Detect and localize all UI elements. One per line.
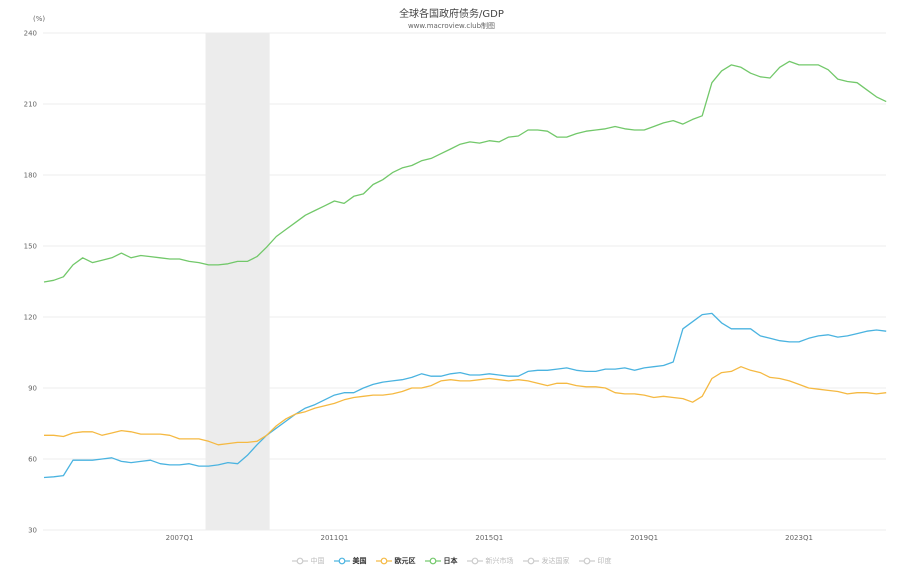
x-tick-label: 2019Q1 <box>630 534 658 542</box>
legend-label: 美国 <box>352 557 367 565</box>
y-tick-label: 60 <box>28 456 37 464</box>
legend-item[interactable]: 新兴市场 <box>466 556 514 566</box>
legend-label: 发达国家 <box>541 557 570 565</box>
legend-marker-icon <box>522 557 539 565</box>
chart-subtitle: www.macroview.club制图 <box>407 22 496 30</box>
x-tick-label: 2015Q1 <box>475 534 503 542</box>
y-tick-label: 150 <box>24 243 37 251</box>
x-tick-label: 2011Q1 <box>321 534 349 542</box>
legend-item[interactable]: 印度 <box>578 556 612 566</box>
legend-marker-icon <box>291 557 308 565</box>
legend-label: 欧元区 <box>394 557 416 565</box>
series-line-美国 <box>43 312 887 479</box>
legend-marker-icon <box>333 557 350 565</box>
legend-marker-icon <box>424 557 441 565</box>
legend-label: 日本 <box>443 557 458 565</box>
series-line-日本 <box>43 60 887 283</box>
legend-marker-icon <box>578 557 595 565</box>
y-tick-label: 90 <box>28 385 37 393</box>
legend-item[interactable]: 美国 <box>333 556 367 566</box>
legend-item[interactable]: 发达国家 <box>522 556 570 566</box>
y-axis-unit: (%) <box>33 15 46 23</box>
y-tick-label: 240 <box>24 30 37 38</box>
legend-label: 印度 <box>597 557 612 565</box>
recession-shading <box>205 33 270 530</box>
legend-marker-icon <box>375 557 392 565</box>
legend: 中国 美国 欧元区 日本 新兴市场 发达国家 印度 <box>0 556 903 566</box>
legend-item[interactable]: 中国 <box>291 556 325 566</box>
y-tick-label: 30 <box>28 527 37 535</box>
y-tick-label: 210 <box>24 101 37 109</box>
y-tick-label: 180 <box>24 172 37 180</box>
legend-item[interactable]: 日本 <box>424 556 458 566</box>
legend-label: 新兴市场 <box>485 557 514 565</box>
series-line-欧元区 <box>44 366 887 446</box>
chart-title: 全球各国政府债务/GDP <box>399 9 504 20</box>
legend-marker-icon <box>466 557 483 565</box>
legend-item[interactable]: 欧元区 <box>375 556 416 566</box>
legend-label: 中国 <box>310 557 325 565</box>
y-tick-label: 120 <box>24 314 37 322</box>
x-tick-label: 2023Q1 <box>785 534 813 542</box>
x-tick-label: 2007Q1 <box>166 534 194 542</box>
